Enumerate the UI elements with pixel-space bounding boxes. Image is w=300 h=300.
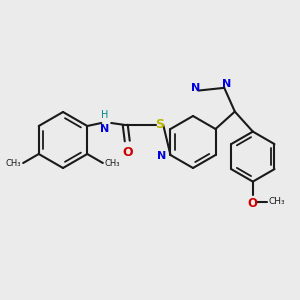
Text: CH₃: CH₃ bbox=[105, 158, 120, 167]
Text: O: O bbox=[248, 196, 258, 210]
Text: CH₃: CH₃ bbox=[269, 197, 286, 206]
Text: N: N bbox=[191, 82, 200, 93]
Text: N: N bbox=[100, 124, 109, 134]
Text: S: S bbox=[155, 118, 164, 130]
Text: N: N bbox=[157, 151, 167, 161]
Text: N: N bbox=[222, 80, 231, 89]
Text: O: O bbox=[122, 146, 133, 159]
Text: CH₃: CH₃ bbox=[6, 158, 21, 167]
Text: H: H bbox=[100, 110, 108, 120]
